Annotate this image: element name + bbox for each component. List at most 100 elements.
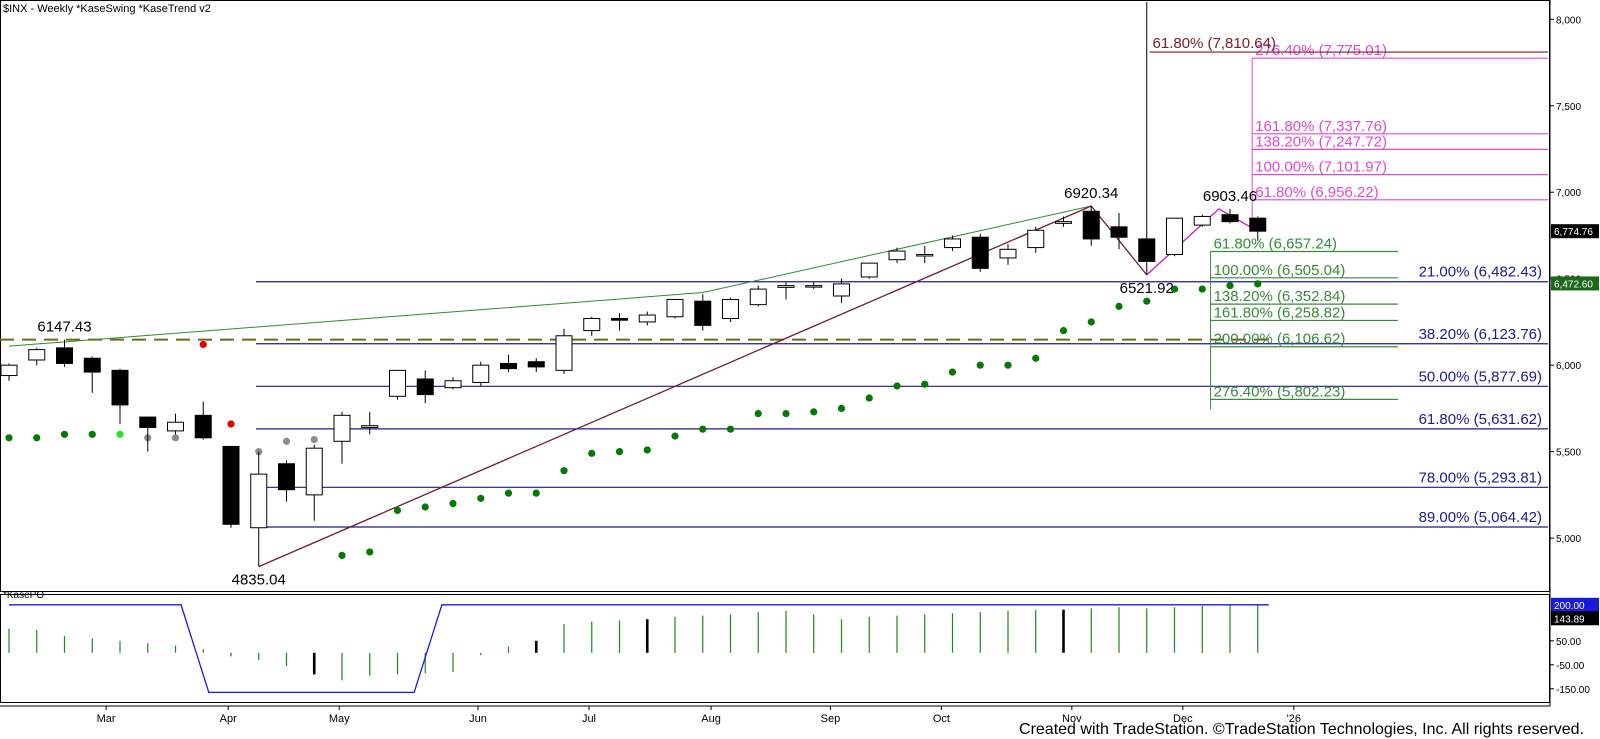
kaseswing-dot: [754, 410, 762, 418]
candle-down: [694, 300, 712, 326]
candle-down: [83, 357, 101, 373]
candle-up: [888, 250, 906, 261]
kaseswing-dot: [532, 489, 540, 497]
price-axis-label: 6,000: [1556, 361, 1581, 372]
x-axis-label: Dec: [1173, 713, 1193, 725]
candle-down: [1138, 238, 1156, 262]
candle-up: [916, 253, 934, 257]
price-axis-label: 8,000: [1556, 15, 1581, 26]
pivot-label: 6920.34: [1064, 185, 1118, 202]
candle-down: [527, 361, 545, 368]
candle-up: [833, 283, 850, 297]
magenta-target-label: 61.80% (6,956.22): [1255, 184, 1378, 201]
candle-up: [305, 447, 323, 496]
candle-up: [805, 285, 823, 288]
candle-down: [1221, 214, 1239, 223]
kaseswing-dot: [477, 494, 485, 502]
kaseswing-dot: [60, 430, 69, 438]
candle-down: [111, 369, 129, 406]
candle-up: [722, 298, 739, 319]
price-axis-label: 5,000: [1556, 534, 1581, 545]
candle-up: [944, 238, 961, 249]
retracement-label: 61.80% (5,631.62): [1419, 411, 1542, 428]
retracement-label: 50.00% (5,877.69): [1419, 368, 1542, 385]
candle-up: [777, 285, 795, 288]
magenta-target-label: 100.00% (7,101.97): [1255, 159, 1387, 176]
price-tag-label: 6,774.76: [1554, 227, 1593, 238]
candle-up: [389, 369, 406, 397]
kaseswing-dot: [865, 394, 873, 402]
footer-credit: Created with TradeStation. ©TradeStation…: [1019, 721, 1584, 738]
candle-down: [56, 347, 73, 364]
kasepo-tag: [1551, 611, 1599, 626]
candle-down: [1082, 210, 1100, 240]
kasepo-axis-label: -50.00: [1556, 661, 1585, 672]
price-axis-label: 7,000: [1556, 188, 1581, 199]
candle-up: [361, 425, 379, 428]
price-panel: 21.00% (6,482.43) 38.20% (6,123.76) 50.00%…: [0, 0, 1550, 592]
x-axis-label: Oct: [933, 713, 950, 725]
kaseswing-dot: [1170, 285, 1179, 293]
x-axis-label: Jul: [582, 713, 596, 725]
kaseswing-dot: [976, 361, 984, 369]
candle-up: [749, 288, 767, 306]
green-target-label: 100.00% (6,505.04): [1214, 262, 1346, 279]
price-axis-label: 7,500: [1556, 102, 1581, 113]
pivot-label: 4835.04: [232, 572, 286, 589]
candle-up: [1166, 217, 1183, 255]
kaseswing-dot: [921, 380, 929, 388]
x-axis-label: Apr: [220, 713, 237, 725]
retracement-label: 38.20% (6,123.76): [1419, 326, 1542, 343]
x-axis-label: '26: [1287, 713, 1301, 725]
kaseswing-dot: [1226, 282, 1234, 290]
candle-up: [0, 364, 18, 377]
kasepo-line: [9, 604, 1269, 694]
kaseswing-dot: [366, 548, 374, 556]
candle-down: [222, 445, 240, 525]
kaseswing-dot: [310, 435, 318, 444]
kaseswing-dot: [338, 551, 346, 560]
candle-up: [638, 314, 656, 323]
magenta-target-label: 161.80% (7,337.76): [1255, 118, 1387, 135]
candle-up: [1193, 215, 1211, 226]
kaseswing-dot: [88, 430, 96, 438]
kaseswing-dot: [282, 437, 291, 445]
kasepo-title: *KasePO: [3, 590, 44, 601]
candle-down: [1110, 226, 1128, 238]
candle-up: [167, 421, 184, 432]
kasepo-tag: [1551, 597, 1599, 612]
price-axis-label: 5,500: [1556, 448, 1581, 459]
pivot-label: 6521.92: [1120, 280, 1174, 297]
kaseswing-dot: [171, 434, 180, 442]
price-tag: [1551, 276, 1599, 291]
kaseswing-dot: [1115, 302, 1123, 310]
candle-up: [333, 414, 351, 442]
candle-up: [28, 349, 46, 361]
kaseswing-dot: [1087, 318, 1095, 326]
kaseswing-dot: [227, 420, 235, 428]
kaseswing-dot: [33, 434, 41, 442]
kaseswing-dot: [948, 368, 957, 376]
kaseswing-dot: [588, 449, 596, 457]
candle-up: [250, 473, 268, 529]
candle-down: [139, 416, 157, 428]
candle-up: [472, 364, 490, 383]
kaseswing-dot: [810, 408, 818, 416]
kasepo-axis-label: 50.00: [1556, 637, 1581, 648]
kaseswing-dot: [199, 340, 207, 349]
kaseswing-dot: [560, 467, 568, 475]
kaseswing-dot: [726, 425, 735, 433]
price-tag: [1551, 224, 1599, 239]
magenta-target-label: 138.20% (7,247.72): [1255, 133, 1387, 150]
kaseswing-dot: [1059, 326, 1068, 335]
retracement-label: 78.00% (5,293.81): [1419, 469, 1542, 486]
candle-down: [194, 414, 212, 439]
candle-up: [666, 298, 684, 318]
kaseswing-dot: [449, 499, 457, 508]
candle-down: [416, 378, 434, 396]
kaseswing-dot: [893, 382, 901, 390]
green-target-label: 138.20% (6,352.84): [1214, 288, 1346, 305]
green-target-label: 161.80% (6,258.82): [1214, 304, 1346, 321]
